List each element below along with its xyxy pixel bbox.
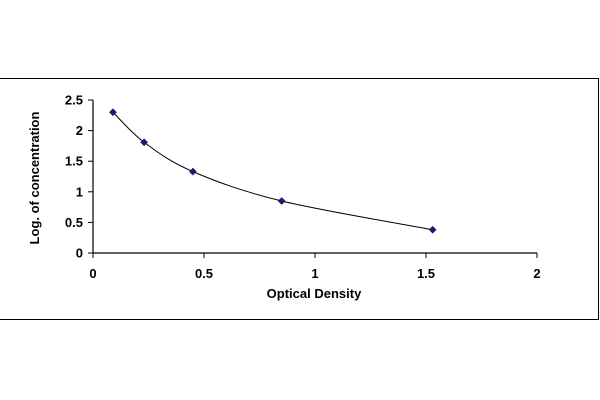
x-tick-label: 0 — [89, 266, 96, 281]
y-axis-title: Log. of concentration — [27, 112, 42, 245]
ticks: 0 0.5 1 1.5 2 2.5 0 0.5 1 1.5 2 — [65, 93, 541, 282]
y-tick-label: 1 — [76, 184, 83, 199]
axes — [92, 100, 537, 254]
y-tick-label: 1.5 — [65, 154, 83, 169]
data-point — [277, 197, 286, 205]
x-tick-label: 2 — [533, 266, 540, 281]
data-point — [428, 225, 437, 234]
data-point — [109, 108, 117, 117]
x-tick-label: 1 — [311, 266, 318, 281]
y-tick-label: 0 — [76, 246, 83, 261]
data-point — [140, 138, 149, 147]
x-tick-label: 0.5 — [195, 266, 213, 281]
data-points-layer — [109, 108, 437, 234]
y-tick-label: 2.5 — [65, 93, 83, 108]
y-tick-label: 0.5 — [65, 215, 83, 230]
x-axis-title: Optical Density — [267, 286, 362, 301]
chart-frame — [0, 78, 599, 320]
data-point — [188, 167, 197, 176]
y-tick-label: 2 — [76, 123, 83, 138]
x-tick-label: 1.5 — [417, 266, 435, 281]
fit-curve — [112, 111, 433, 231]
fit-curve-layer — [112, 111, 433, 231]
